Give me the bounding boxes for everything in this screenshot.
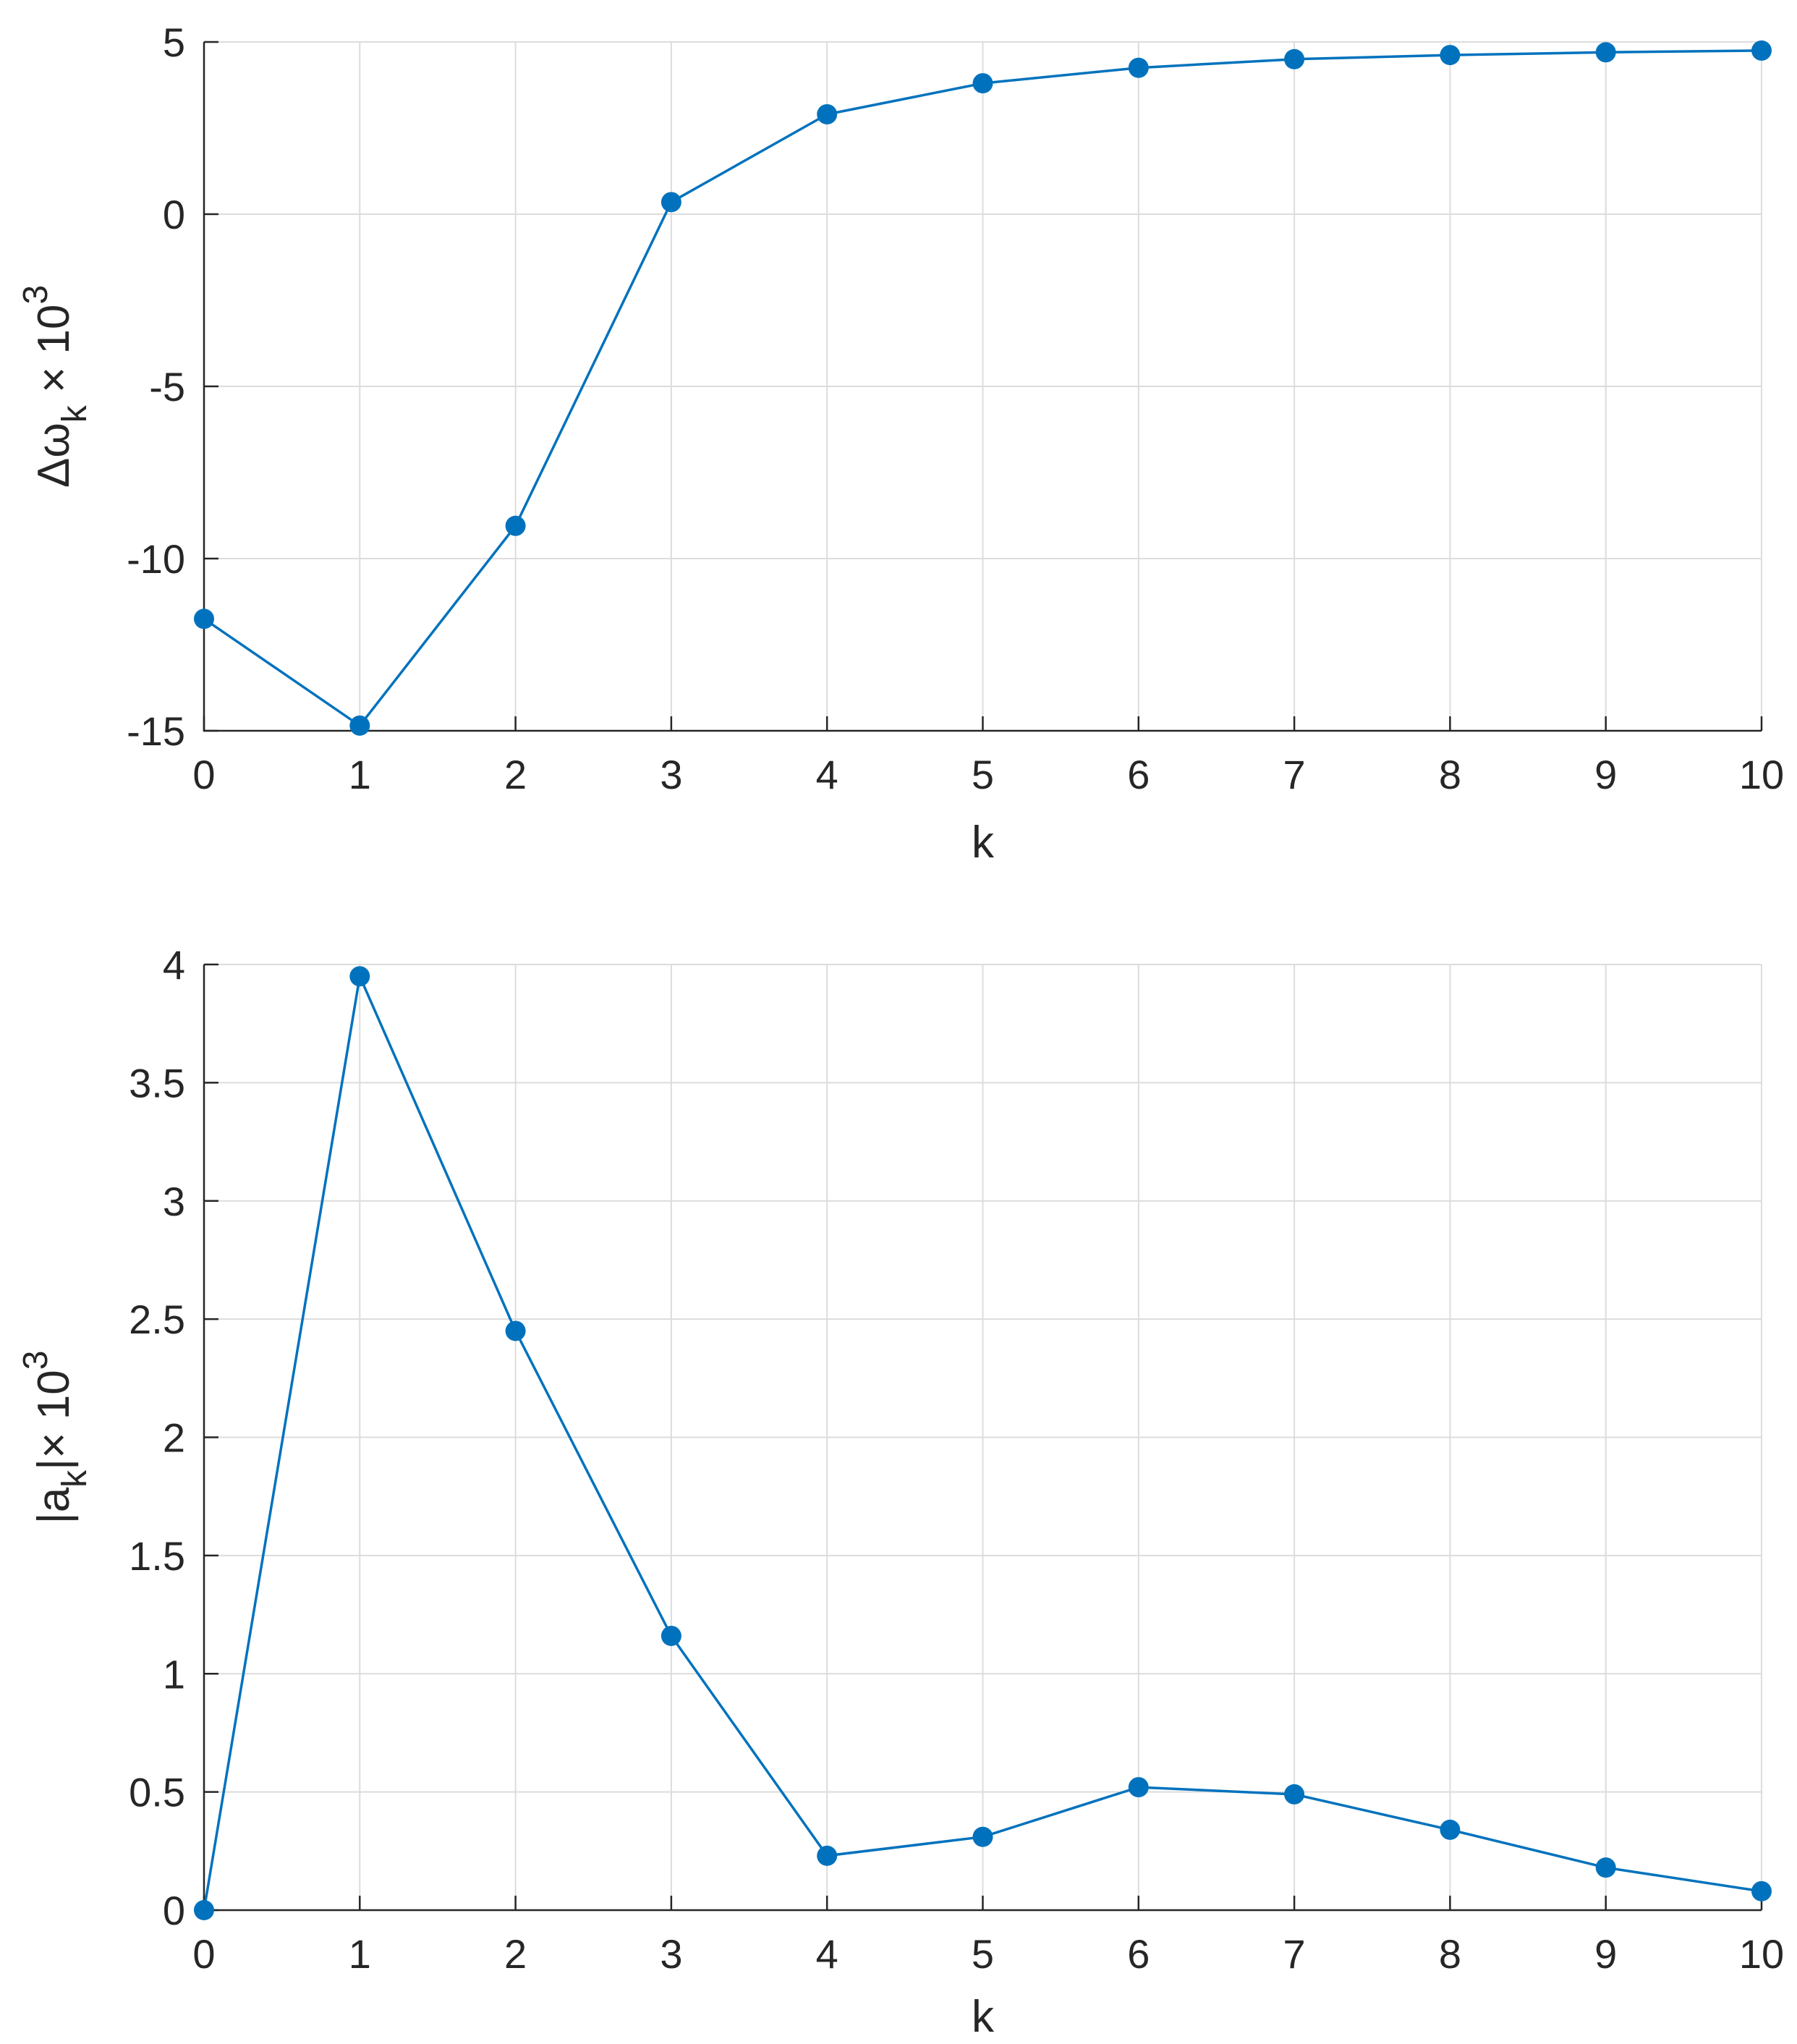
- data-point: [349, 966, 370, 987]
- y-axis-ticks: 5 0 -5 -10 -15: [127, 20, 218, 754]
- y-tick-label: 3: [163, 1179, 185, 1224]
- data-point: [817, 1845, 838, 1866]
- y-axis-label-superscript: 3: [17, 1351, 55, 1370]
- data-point: [817, 103, 838, 124]
- data-point: [194, 608, 214, 629]
- y-tick-label: 3.5: [129, 1060, 185, 1106]
- x-tick-label: 3: [660, 752, 682, 797]
- data-point: [972, 73, 993, 94]
- y-tick-label: -10: [127, 536, 185, 582]
- x-tick-label: 8: [1439, 752, 1461, 797]
- y-axis-label-subscript: k: [56, 404, 94, 423]
- y-tick-label: -15: [127, 708, 185, 754]
- x-tick-label: 8: [1439, 1931, 1461, 1977]
- x-axis-ticks: 0 1 2 3 4 5 6 7 8 9 10: [192, 716, 1784, 797]
- x-tick-label: 0: [192, 1931, 215, 1977]
- data-point: [1751, 1880, 1772, 1901]
- x-tick-label: 7: [1283, 1931, 1306, 1977]
- series-markers: [194, 966, 1772, 1920]
- x-tick-label: 9: [1594, 1931, 1617, 1977]
- data-point: [1284, 1784, 1305, 1805]
- x-tick-label: 10: [1739, 1931, 1784, 1977]
- x-tick-label: 3: [660, 1931, 682, 1977]
- grid: [203, 41, 1762, 731]
- x-tick-label: 5: [972, 1931, 994, 1977]
- x-tick-label: 4: [816, 752, 838, 797]
- x-tick-label: 7: [1283, 752, 1306, 797]
- x-tick-label: 1: [349, 752, 371, 797]
- data-point: [972, 1826, 993, 1847]
- data-point: [505, 515, 526, 536]
- data-point: [1751, 40, 1772, 61]
- data-point: [1595, 1857, 1616, 1878]
- y-tick-label: 2.5: [129, 1297, 185, 1342]
- y-axis-label-subscript: k: [56, 1470, 94, 1488]
- y-tick-label: 1: [163, 1651, 185, 1697]
- x-tick-label: 5: [972, 752, 994, 797]
- y-axis-label-main: Δω: [29, 423, 79, 488]
- data-point: [194, 1900, 214, 1920]
- data-point: [1284, 48, 1305, 69]
- data-point: [1440, 1819, 1461, 1840]
- grid: [203, 964, 1762, 1911]
- x-axis-ticks: 0 1 2 3 4 5 6 7 8 9 10: [192, 1896, 1784, 1977]
- y-tick-label: 5: [163, 20, 185, 65]
- y-axis-label: Δωk × 103: [17, 285, 94, 488]
- y-tick-label: 0: [163, 192, 185, 237]
- x-tick-label: 6: [1127, 1931, 1150, 1977]
- x-axis-label: k: [972, 818, 995, 868]
- y-tick-label: 4: [163, 942, 185, 988]
- x-tick-label: 4: [816, 1931, 838, 1977]
- x-tick-label: 2: [504, 752, 527, 797]
- data-point: [349, 715, 370, 736]
- x-axis-label: k: [972, 1992, 995, 2042]
- x-tick-label: 1: [349, 1931, 371, 1977]
- data-point: [660, 192, 681, 213]
- x-tick-label: 6: [1127, 752, 1150, 797]
- y-axis-ticks: 4 3.5 3 2.5 2 1.5 1 0.5 0: [129, 942, 218, 1933]
- y-axis-label-rest: × 10: [29, 305, 79, 406]
- y-tick-label: 0: [163, 1888, 185, 1933]
- y-tick-label: 1.5: [129, 1533, 185, 1579]
- y-tick-label: -5: [149, 364, 185, 410]
- data-point: [505, 1320, 526, 1341]
- y-axis-label: |ak|× 103: [17, 1351, 94, 1524]
- data-point: [660, 1625, 681, 1646]
- x-tick-label: 2: [504, 1931, 527, 1977]
- data-point: [1595, 42, 1616, 63]
- y-axis-label-rest: |× 10: [29, 1370, 79, 1470]
- y-tick-label: 2: [163, 1415, 185, 1461]
- y-tick-label: 0.5: [129, 1770, 185, 1815]
- series-markers: [194, 40, 1772, 736]
- y-axis-label-superscript: 3: [17, 285, 55, 305]
- data-point: [1128, 1777, 1149, 1798]
- y-axis-label-main: |a: [29, 1487, 79, 1524]
- data-point: [1440, 45, 1461, 66]
- x-tick-label: 10: [1739, 752, 1784, 797]
- x-tick-label: 0: [192, 752, 215, 797]
- x-tick-label: 9: [1594, 752, 1617, 797]
- data-point: [1128, 57, 1149, 78]
